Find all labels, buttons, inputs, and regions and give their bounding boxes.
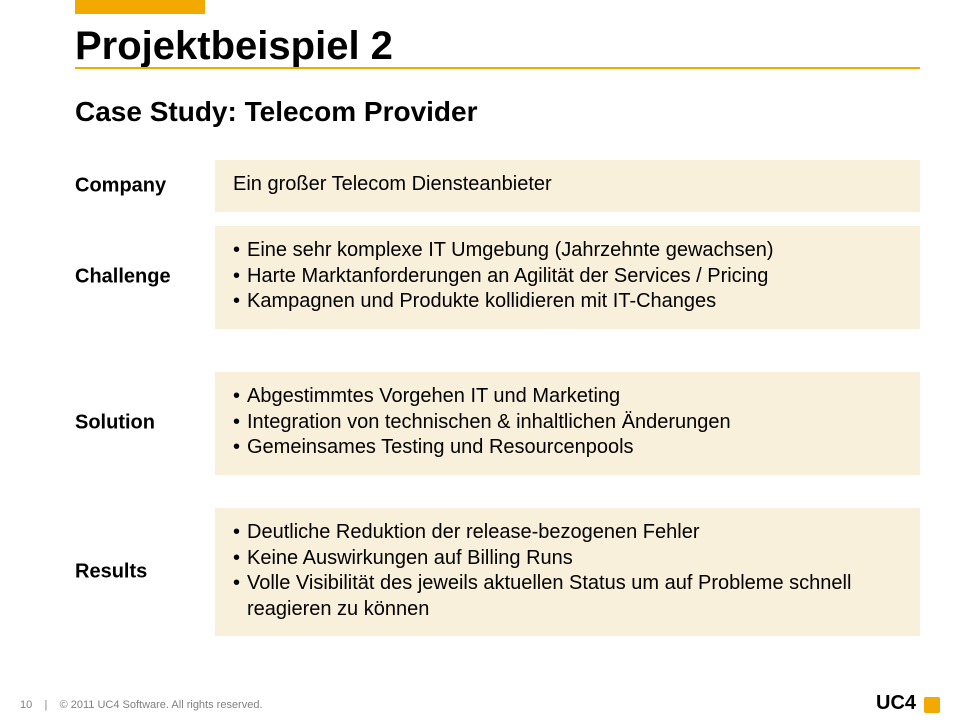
logo: UC4 xyxy=(876,691,940,715)
row-body-challenge: Eine sehr komplexe IT Umgebung (Jahrzehn… xyxy=(215,226,920,329)
row-body-solution: Abgestimmtes Vorgehen IT und Marketing I… xyxy=(215,372,920,475)
company-text: Ein großer Telecom Diensteanbieter xyxy=(233,173,552,195)
row-company: Company Ein großer Telecom Diensteanbiet… xyxy=(75,160,920,212)
accent-block-top xyxy=(75,0,205,14)
logo-text: UC4 xyxy=(876,692,916,715)
page-number: 10 xyxy=(20,699,32,711)
solution-item: Integration von technischen & inhaltlich… xyxy=(233,410,906,436)
slide-subtitle: Case Study: Telecom Provider xyxy=(75,96,478,128)
slide: Projektbeispiel 2 Case Study: Telecom Pr… xyxy=(0,0,960,725)
footer-copyright: © 2011 UC4 Software. All rights reserved… xyxy=(60,699,263,711)
title-underline xyxy=(75,67,920,69)
results-item: Volle Visibilität des jeweils aktuellen … xyxy=(233,571,906,622)
row-challenge: Challenge Eine sehr komplexe IT Umgebung… xyxy=(75,226,920,329)
solution-item: Abgestimmtes Vorgehen IT und Marketing xyxy=(233,384,906,410)
footer-text: 10 | © 2011 UC4 Software. All rights res… xyxy=(20,699,263,711)
row-label-results: Results xyxy=(75,561,205,584)
footer: 10 | © 2011 UC4 Software. All rights res… xyxy=(20,689,940,715)
row-results: Results Deutliche Reduktion der release-… xyxy=(75,508,920,636)
solution-item: Gemeinsames Testing und Resourcenpools xyxy=(233,435,906,461)
row-label-solution: Solution xyxy=(75,412,205,435)
row-label-challenge: Challenge xyxy=(75,266,205,289)
challenge-item: Harte Marktanforderungen an Agilität der… xyxy=(233,264,906,290)
footer-sep: | xyxy=(44,699,47,711)
row-body-results: Deutliche Reduktion der release-bezogene… xyxy=(215,508,920,636)
row-label-company: Company xyxy=(75,174,205,197)
slide-title: Projektbeispiel 2 xyxy=(75,24,393,69)
results-item: Deutliche Reduktion der release-bezogene… xyxy=(233,520,906,546)
logo-dot-icon xyxy=(924,697,940,713)
title-band: Projektbeispiel 2 xyxy=(0,14,960,86)
row-body-company: Ein großer Telecom Diensteanbieter xyxy=(215,160,920,212)
results-item: Keine Auswirkungen auf Billing Runs xyxy=(233,546,906,572)
row-solution: Solution Abgestimmtes Vorgehen IT und Ma… xyxy=(75,372,920,475)
challenge-item: Eine sehr komplexe IT Umgebung (Jahrzehn… xyxy=(233,238,906,264)
challenge-item: Kampagnen und Produkte kollidieren mit I… xyxy=(233,289,906,315)
